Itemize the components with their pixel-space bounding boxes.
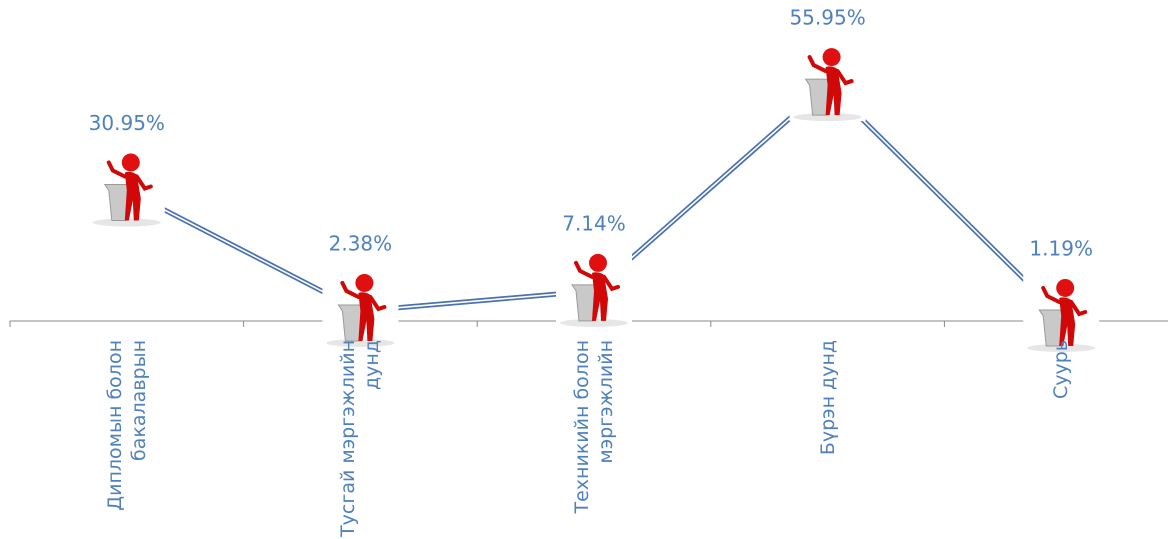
arm-left	[574, 260, 594, 279]
marker-shadow	[793, 113, 862, 122]
head	[121, 153, 140, 172]
value-label: 55.95%	[789, 6, 865, 30]
marker-shadow	[92, 218, 161, 227]
speaker-marker	[789, 43, 866, 122]
value-label: 7.14%	[562, 211, 626, 235]
x-tick-label: Суурь	[1050, 340, 1073, 400]
arm-left	[340, 280, 361, 299]
head	[589, 253, 607, 272]
arm-left	[106, 160, 127, 179]
body	[358, 292, 375, 341]
head	[822, 48, 841, 67]
head	[1056, 278, 1075, 297]
value-label: 2.38%	[329, 231, 393, 255]
arm-right	[835, 69, 854, 86]
speaker-marker	[322, 268, 399, 347]
arm-right	[134, 174, 153, 191]
value-label: 30.95%	[89, 111, 165, 135]
body	[1059, 297, 1076, 346]
x-tick-label: Техникийн болон мэргэжлийн	[571, 340, 617, 514]
body	[124, 171, 141, 221]
arm-right	[1069, 299, 1088, 317]
head	[355, 273, 374, 292]
marker-shadow	[560, 318, 628, 327]
speaker-marker	[1023, 273, 1100, 352]
arm-left	[1041, 285, 1062, 304]
x-tick-label: Тусгай мэргэжлийн дунд	[337, 340, 384, 537]
body	[825, 66, 842, 116]
x-tick-label: Бүрэн дунд	[816, 340, 839, 456]
marker-shadow	[1027, 343, 1096, 352]
body	[592, 272, 608, 321]
arm-left	[807, 55, 828, 74]
speaker-marker	[556, 248, 632, 327]
x-tick-label: Дипломын болон бакалаврын	[103, 340, 150, 511]
value-label: 1.19%	[1029, 236, 1093, 260]
marker-shadow	[326, 338, 395, 347]
speaker-marker	[88, 148, 165, 227]
arm-right	[602, 274, 620, 292]
arm-right	[368, 294, 387, 312]
